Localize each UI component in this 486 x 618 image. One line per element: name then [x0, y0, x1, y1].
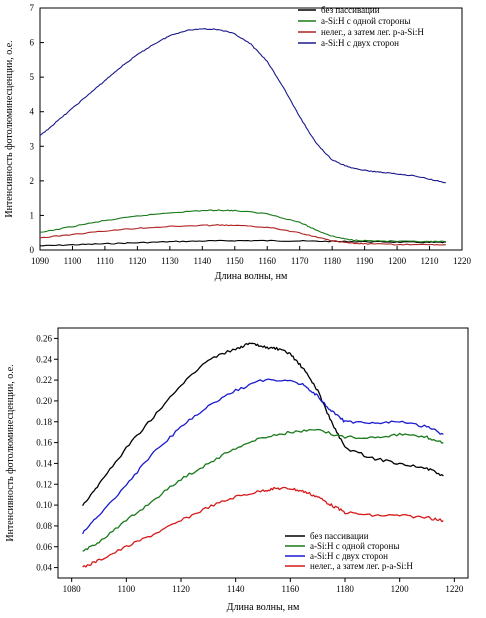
- legend-label: a-Si:H с одной стороны: [321, 16, 410, 26]
- x-axis-label: Длина волны, нм: [215, 271, 288, 282]
- y-tick-label: 5: [30, 72, 35, 82]
- y-tick-label: 0.10: [36, 500, 52, 510]
- series-line-4: [39, 28, 446, 184]
- series-line-1: [82, 342, 444, 507]
- x-tick-label: 1160: [281, 584, 299, 594]
- y-axis-label: Интенсивность фотолюминесценции, о.е.: [5, 364, 16, 541]
- x-tick-label: 1190: [356, 256, 374, 266]
- plot-frame: [57, 327, 469, 579]
- y-tick-label: 0.14: [36, 458, 52, 468]
- y-tick-label: 0.16: [36, 438, 52, 448]
- x-tick-label: 1200: [388, 256, 407, 266]
- x-tick-label: 1110: [96, 256, 114, 266]
- y-tick-label: 3: [30, 141, 35, 151]
- legend-label: без пассивации: [310, 531, 369, 541]
- series-line-2: [39, 209, 446, 243]
- y-tick-label: 0.12: [36, 479, 52, 489]
- legend-label: без пассивации: [321, 5, 380, 15]
- x-tick-label: 1090: [31, 256, 50, 266]
- series-line-3: [82, 378, 444, 535]
- y-tick-label: 1: [30, 210, 35, 220]
- x-tick-label: 1180: [336, 584, 354, 594]
- series-line-3: [39, 224, 446, 246]
- y-tick-label: 0.24: [36, 354, 52, 364]
- x-tick-label: 1210: [421, 256, 440, 266]
- x-tick-label: 1200: [391, 584, 410, 594]
- x-tick-label: 1220: [445, 584, 464, 594]
- series-line-2: [82, 428, 444, 552]
- x-tick-label: 1080: [63, 584, 82, 594]
- x-tick-label: 1100: [64, 256, 82, 266]
- y-tick-label: 6: [30, 38, 35, 48]
- chart-2: 1080 1100 1120 1140 1160 1180 1200 1220 0.04 0.06…: [5, 327, 469, 613]
- legend-label: a-Si:H с двух сторон: [310, 551, 388, 561]
- x-tick-label: 1120: [129, 256, 147, 266]
- y-tick-label: 0.26: [36, 333, 52, 343]
- x-tick-label: 1140: [227, 584, 245, 594]
- x-tick-label: 1160: [258, 256, 276, 266]
- y-tick-label: 0.20: [36, 396, 52, 406]
- y-tick-label: 7: [30, 3, 35, 13]
- x-axis-label: Длина волны, нм: [227, 602, 300, 613]
- x-tick-label: 1180: [323, 256, 341, 266]
- legend-label: a-Si:H с одной стороны: [310, 541, 399, 551]
- legend-label: нелег., а затем лег. p-a-Si:H: [321, 27, 424, 37]
- x-tick-label: 1120: [172, 584, 190, 594]
- chart-1: 1090 1100 1110 1120 1130 1140 1150 1160 1170 1180…: [4, 3, 472, 282]
- y-tick-label: 4: [30, 107, 35, 117]
- x-tick-label: 1100: [117, 584, 135, 594]
- x-tick-label: 1130: [161, 256, 179, 266]
- y-axis-label: Интенсивность фотолюминесценции, о.е.: [4, 40, 15, 217]
- y-tick-label: 0.04: [36, 563, 52, 573]
- x-tick-label: 1220: [453, 256, 472, 266]
- y-tick-label: 2: [30, 176, 35, 186]
- x-tick-label: 1150: [226, 256, 244, 266]
- plot-frame: [39, 7, 463, 251]
- x-tick-label: 1140: [193, 256, 211, 266]
- y-tick-label: 0.08: [36, 521, 52, 531]
- legend-label: a-Si:H с двух сторон: [321, 38, 399, 48]
- y-tick-label: 0.18: [36, 417, 52, 427]
- series-line-4: [82, 486, 444, 568]
- legend-label: нелег., а затем лег. p-a-Si:H: [310, 561, 413, 571]
- y-tick-label: 0.22: [36, 375, 52, 385]
- series-line-1: [40, 239, 446, 247]
- y-tick-label: 0.06: [36, 542, 52, 552]
- x-tick-label: 1170: [291, 256, 309, 266]
- y-tick-label: 0: [30, 245, 35, 255]
